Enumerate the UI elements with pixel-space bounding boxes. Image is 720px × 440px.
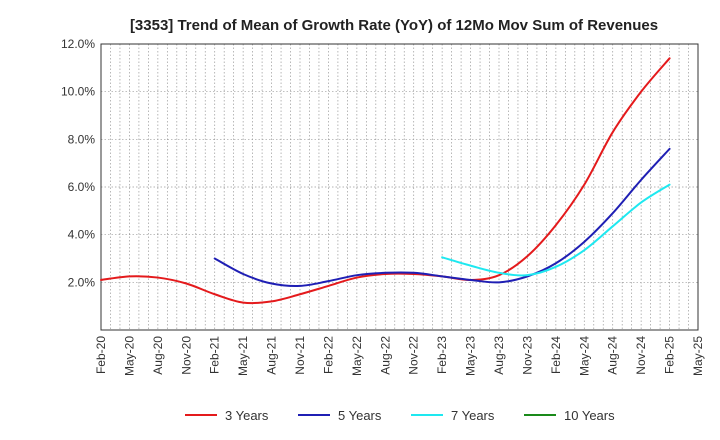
x-tick-label: Feb-21: [208, 336, 222, 374]
x-tick-label: May-21: [236, 336, 250, 376]
x-tick-label: Nov-22: [407, 336, 421, 375]
chart-title: [3353] Trend of Mean of Growth Rate (YoY…: [130, 17, 658, 34]
x-tick-label: May-20: [122, 336, 136, 376]
x-tick-label: Aug-23: [492, 336, 506, 375]
x-tick-label: Nov-20: [179, 336, 193, 375]
series-line-3-years: [100, 57, 671, 305]
x-tick-label: Aug-20: [151, 336, 165, 375]
legend-label-10-years: 10 Years: [564, 408, 615, 423]
legend-label-3-years: 3 Years: [225, 408, 269, 423]
series-group: [100, 57, 671, 305]
legend-label-7-years: 7 Years: [451, 408, 495, 423]
x-tick-label: Feb-23: [435, 336, 449, 374]
y-tick-label: 4.0%: [68, 228, 96, 242]
y-tick-label: 2.0%: [68, 275, 96, 289]
x-tick-label: May-24: [577, 336, 591, 376]
x-tick-label: May-22: [350, 336, 364, 376]
x-tick-label: May-25: [691, 336, 705, 376]
x-tick-label: Feb-20: [94, 336, 108, 374]
series-line-5-years: [213, 147, 671, 288]
x-tick-label: Aug-24: [606, 336, 620, 375]
x-tick-label: Nov-23: [520, 336, 534, 375]
grid: [101, 43, 698, 330]
legend: 3 Years 5 Years 7 Years 10 Years: [185, 408, 615, 423]
legend-label-5-years: 5 Years: [338, 408, 382, 423]
x-tick-label: Nov-21: [293, 336, 307, 375]
y-tick-label: 6.0%: [68, 180, 96, 194]
x-tick-label: Aug-21: [265, 336, 279, 375]
y-tick-label: 10.0%: [61, 85, 95, 99]
x-tick-label: May-23: [464, 336, 478, 376]
x-tick-label: Feb-22: [321, 336, 335, 374]
y-tick-label: 12.0%: [61, 37, 95, 51]
x-tick-label: Feb-25: [663, 336, 677, 374]
plot-area-border: [100, 43, 699, 331]
x-tick-label: Feb-24: [549, 336, 563, 374]
x-tick-label: Nov-24: [634, 336, 648, 375]
y-tick-label: 8.0%: [68, 132, 96, 146]
series-line-7-years: [441, 183, 671, 277]
y-axis: 2.0% 4.0% 6.0% 8.0% 10.0% 12.0%: [61, 37, 95, 289]
x-tick-label: Aug-22: [378, 336, 392, 375]
x-axis: Feb-20 May-20 Aug-20 Nov-20 Feb-21 May-21 Aug-…: [94, 336, 705, 376]
